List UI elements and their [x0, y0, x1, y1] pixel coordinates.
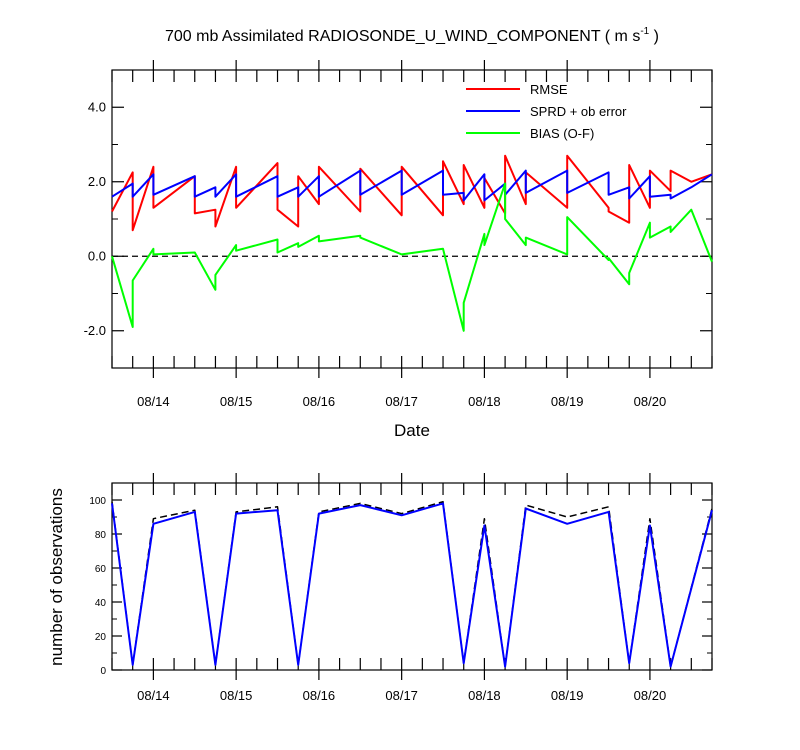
legend: RMSE SPRD + ob error BIAS (O-F): [466, 82, 627, 141]
y-tick-label-100: 100: [89, 496, 106, 507]
legend-label-rmse: RMSE: [530, 82, 568, 97]
x-tick-label-08-19: 08/19: [551, 394, 584, 409]
top-x-axis-title: Date: [394, 421, 430, 440]
x-tick-label-08-18: 08/18: [468, 688, 501, 703]
y-tick-label-2-0: -2.0: [84, 323, 106, 338]
top-chart: -2.00.02.04.0 08/14 08/15 08/16 08/17 08/18 0…: [84, 60, 713, 440]
x-tick-label-08-20: 08/20: [634, 688, 667, 703]
y-tick-label-0: 0: [100, 666, 106, 677]
bottom-plot-frame: [111, 482, 713, 671]
series-line-bias-o-f: [111, 182, 713, 332]
x-tick-label-08-17: 08/17: [385, 394, 418, 409]
top-series-group: [111, 154, 713, 332]
y-tick-label-0-0: 0.0: [88, 248, 106, 263]
top-axis-ticks: [111, 60, 713, 378]
x-tick-label-08-15: 08/15: [220, 394, 253, 409]
series-line-rmse: [111, 154, 713, 232]
y-tick-label-2-0: 2.0: [88, 174, 106, 189]
legend-label-sprd-ob-error: SPRD + ob error: [530, 104, 627, 119]
x-tick-label-08-19: 08/19: [551, 688, 584, 703]
x-tick-label-08-16: 08/16: [303, 394, 336, 409]
x-tick-label-08-16: 08/16: [303, 688, 336, 703]
series-line-sprd-ob-error: [111, 169, 713, 202]
y-tick-label-60: 60: [95, 564, 107, 575]
bottom-x-tick-labels: 08/14 08/15 08/16 08/17 08/18 08/19 08/20: [137, 688, 666, 703]
top-x-tick-labels: 08/14 08/15 08/16 08/17 08/18 08/19 08/20: [137, 394, 666, 409]
y-tick-label-80: 80: [95, 530, 107, 541]
x-tick-label-08-17: 08/17: [385, 688, 418, 703]
observations-line-dashed: [111, 500, 713, 668]
chart-title: 700 mb Assimilated RADIOSONDE_U_WIND_COM…: [165, 26, 659, 45]
x-tick-label-08-14: 08/14: [137, 394, 170, 409]
bottom-series-group: [111, 500, 713, 668]
y-tick-label-4-0: 4.0: [88, 99, 106, 114]
legend-label-bias-o-f: BIAS (O-F): [530, 126, 594, 141]
y-tick-label-40: 40: [95, 598, 107, 609]
x-tick-label-08-14: 08/14: [137, 688, 170, 703]
bottom-axis-ticks: [111, 473, 713, 680]
chart-title-end: ): [649, 28, 659, 45]
chart-title-superscript: -1: [640, 26, 649, 37]
x-tick-label-08-20: 08/20: [634, 394, 667, 409]
bottom-y-tick-labels: 0 20 40 60 80 100: [89, 496, 106, 677]
x-tick-label-08-15: 08/15: [220, 688, 253, 703]
chart-title-main: 700 mb Assimilated RADIOSONDE_U_WIND_COM…: [165, 28, 640, 45]
bottom-y-axis-title: number of observations: [47, 488, 66, 666]
x-tick-label-08-18: 08/18: [468, 394, 501, 409]
top-y-tick-labels: -2.0 0.0 2.0 4.0: [84, 99, 106, 338]
observations-line-solid: [111, 502, 713, 668]
y-tick-label-20: 20: [95, 632, 107, 643]
